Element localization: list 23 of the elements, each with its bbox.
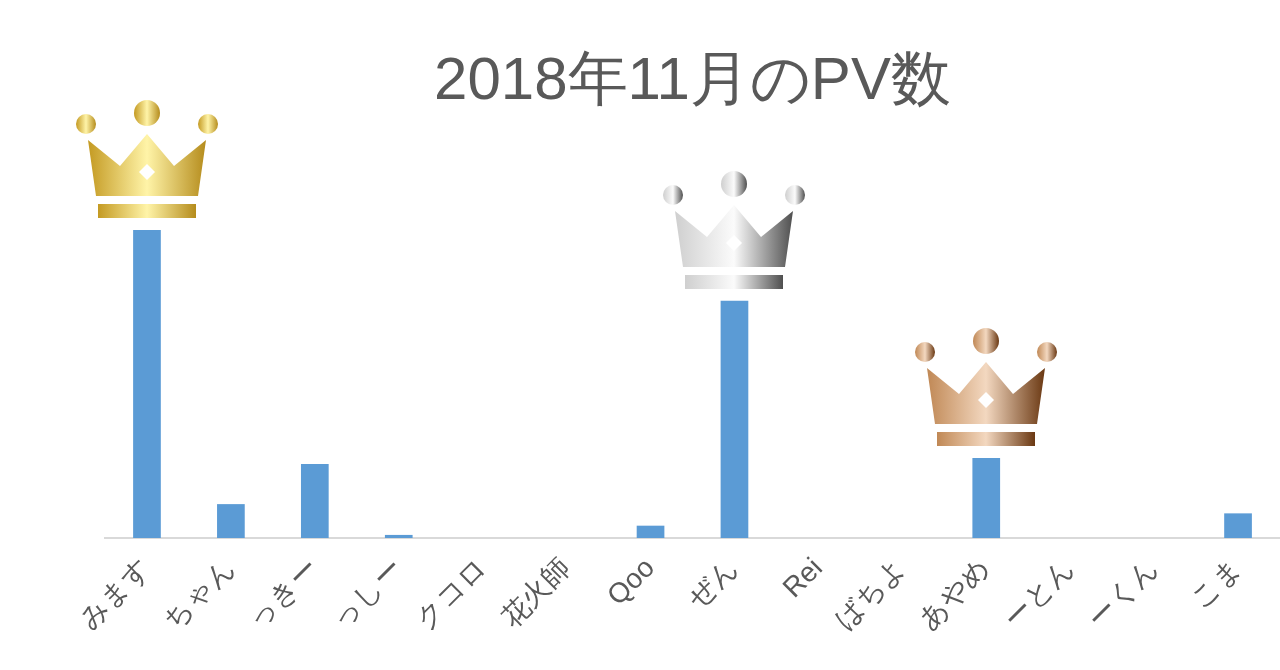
x-tick-label: ーとん bbox=[997, 551, 1080, 635]
bar bbox=[720, 300, 749, 538]
bar bbox=[384, 534, 413, 538]
x-tick-label: っきー bbox=[241, 551, 325, 635]
x-tick-label: ぜん bbox=[681, 551, 745, 615]
bar bbox=[133, 230, 161, 538]
x-tick-label: みます bbox=[73, 551, 157, 636]
x-tick-label: ちゃん bbox=[157, 551, 241, 636]
x-tick-label: Qoo bbox=[600, 551, 661, 612]
x-tick-label: クコロ bbox=[408, 551, 493, 636]
chart-title: 2018年11月のPV数 bbox=[434, 44, 951, 112]
x-tick-label: ーくん bbox=[1081, 551, 1164, 635]
x-tick-label: っしー bbox=[325, 551, 409, 635]
x-tick-label: 花火師 bbox=[494, 551, 577, 633]
x-tick-label: あやめ bbox=[912, 551, 996, 636]
x-tick-label: こま bbox=[1184, 551, 1248, 615]
x-tick-label: ばちよ bbox=[828, 551, 913, 636]
bar bbox=[217, 504, 245, 538]
bar bbox=[300, 464, 329, 538]
bar bbox=[1224, 513, 1252, 538]
x-tick-label: Rei bbox=[776, 551, 829, 604]
bar bbox=[636, 525, 665, 538]
bar bbox=[972, 457, 1001, 538]
